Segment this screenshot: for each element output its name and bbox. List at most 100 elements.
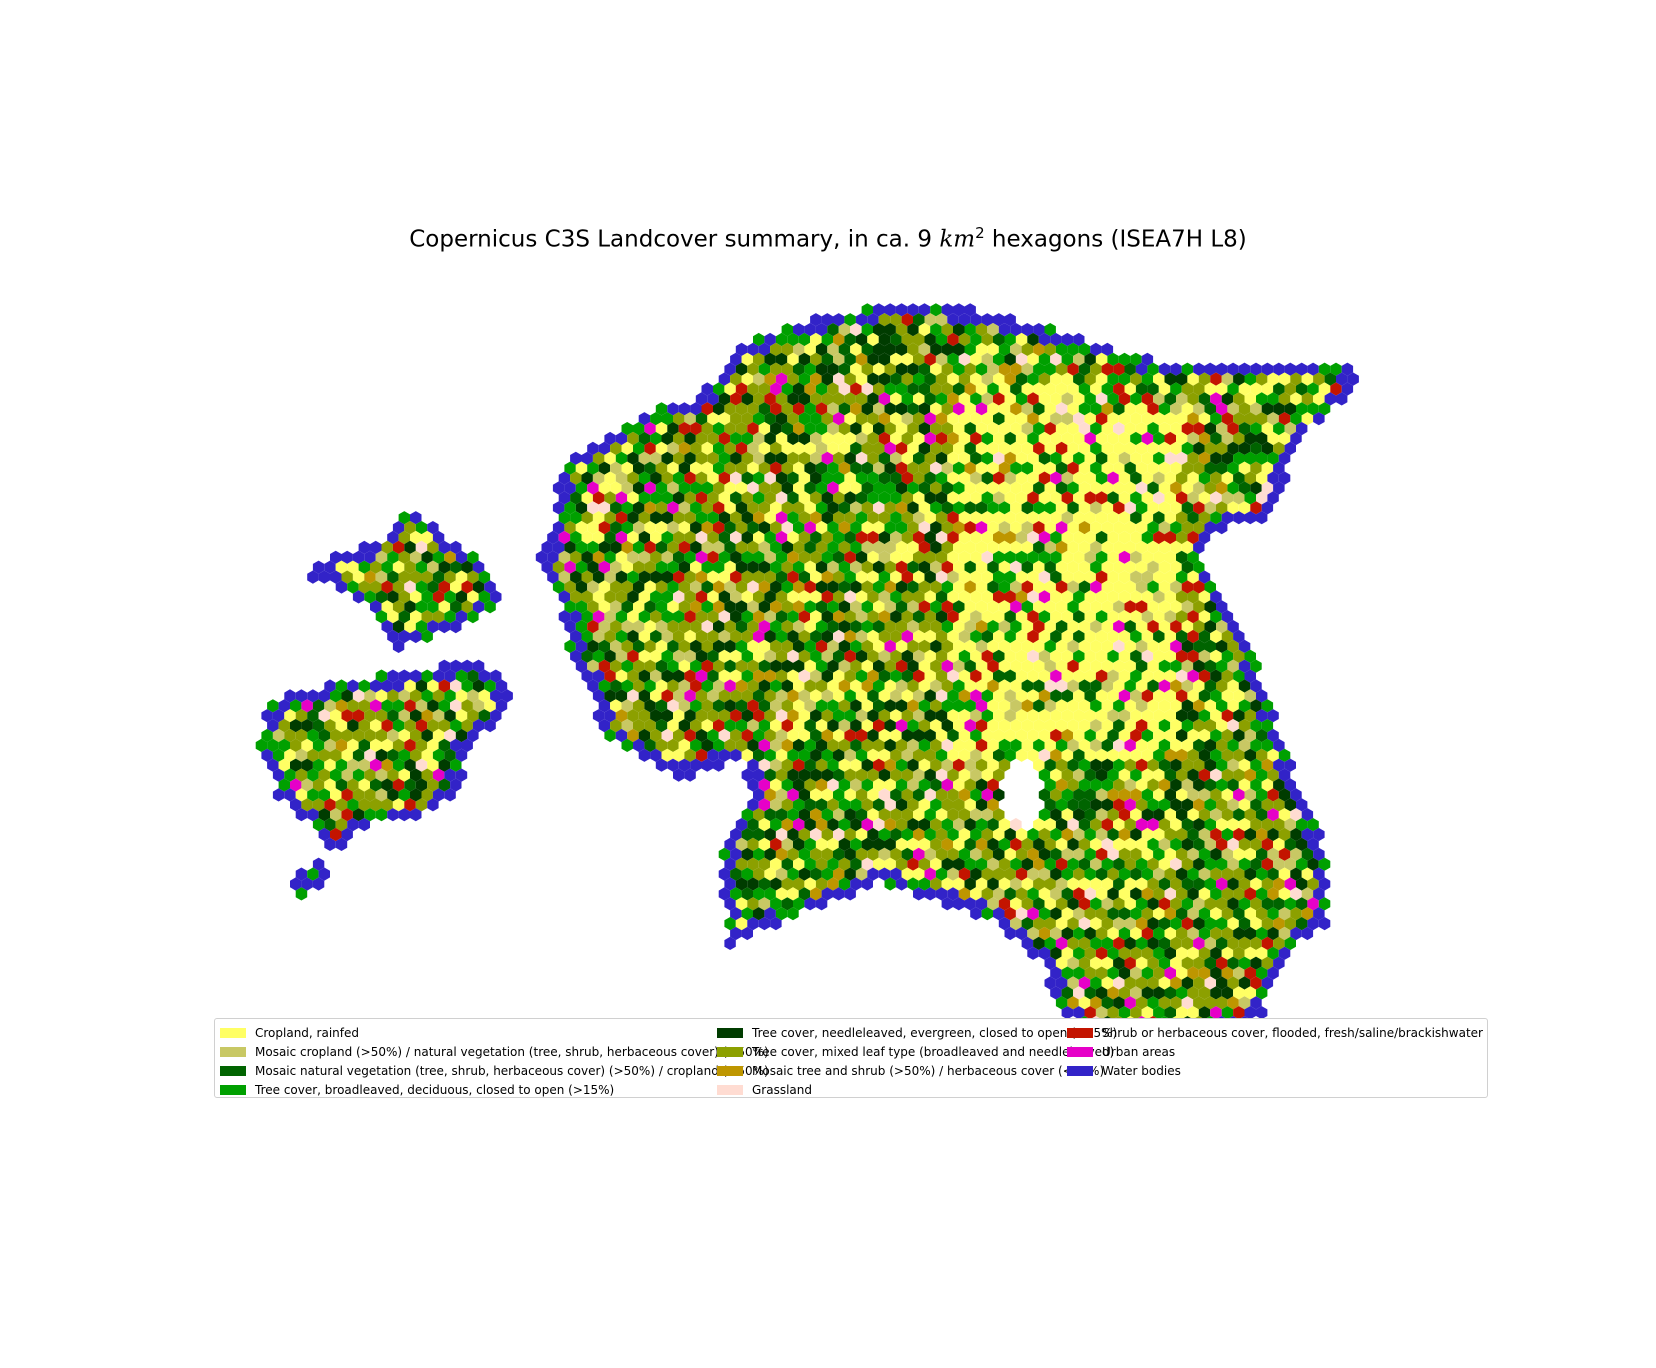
hexagon-cell <box>1113 818 1125 832</box>
hexagon-cell <box>1107 451 1119 465</box>
hexagon-cell <box>1221 669 1234 683</box>
hexagon-cell <box>1038 610 1051 624</box>
hexagon-cell <box>730 352 742 366</box>
hexagon-cell <box>1095 926 1108 941</box>
hexagon-cell <box>770 600 782 614</box>
hexagon-cell <box>1095 946 1108 960</box>
hexagon-cell <box>398 788 410 802</box>
hexagon-cell <box>1141 590 1154 604</box>
hexagon-cell <box>352 550 365 564</box>
hexagon-cell <box>884 877 896 891</box>
hexagon-cell <box>1135 540 1148 554</box>
hexagon-cell <box>861 441 873 455</box>
hexagon-cell <box>970 451 982 465</box>
hexagon-cell <box>850 738 862 752</box>
hexagon-cell <box>787 511 799 525</box>
hexagon-cell <box>901 610 913 624</box>
hexagon-cell <box>575 540 588 554</box>
hexagon-cell <box>913 352 925 366</box>
hexagon-cell <box>884 580 896 594</box>
hexagon-cell <box>1198 887 1211 901</box>
hexagon-cell <box>1033 342 1045 356</box>
hexagon-cell <box>833 689 845 703</box>
hexagon-cell <box>890 590 902 604</box>
hexagon-cell <box>1221 926 1234 941</box>
hexagon-cell <box>1101 857 1114 871</box>
hexagon-cell <box>1233 827 1245 842</box>
hexagon-cell <box>998 362 1011 376</box>
hexagon-cell <box>758 798 771 812</box>
hexagon-cell <box>970 610 982 624</box>
hexagon-cell <box>604 431 616 446</box>
hexagon-cell <box>1193 441 1205 455</box>
hexagon-cell <box>1256 768 1268 782</box>
hexagon-cell <box>855 748 868 762</box>
hexagon-cell <box>941 560 953 574</box>
hexagon-cell <box>1238 857 1251 871</box>
hexagon-cell <box>1061 709 1074 723</box>
hexagon-cell <box>890 550 902 564</box>
hexagon-cell <box>838 540 851 554</box>
hexagon-cell <box>1067 798 1079 812</box>
hexagon-cell <box>438 659 451 673</box>
hexagon-cell <box>935 431 948 446</box>
hexagon-cell <box>844 392 856 406</box>
hexagon-cell <box>747 798 759 812</box>
hexagon-cell <box>735 481 748 495</box>
hexagon-cell <box>564 639 576 653</box>
hexagon-cell <box>592 709 605 723</box>
hexagon-cell <box>421 709 433 723</box>
hexagon-cell <box>1067 362 1079 376</box>
hexagon-cell <box>398 610 410 624</box>
hexagon-cell <box>1267 451 1279 465</box>
hexagon-cell <box>1027 649 1039 663</box>
hexagon-cell <box>415 580 428 594</box>
hexagon-cell <box>718 550 731 564</box>
hexagon-cell <box>1193 639 1205 653</box>
hexagon-cell <box>890 867 902 881</box>
hexagon-cell <box>873 719 885 733</box>
hexagon-cell <box>1033 382 1045 396</box>
hexagon-cell <box>735 521 748 535</box>
hexagon-cell <box>581 590 593 604</box>
hexagon-cell <box>873 501 885 515</box>
hexagon-cell <box>798 352 811 366</box>
hexagon-cell <box>1153 689 1165 703</box>
hexagon-cell <box>1044 679 1056 693</box>
hexagon-cell <box>1221 649 1234 663</box>
hexagon-cell <box>421 610 433 624</box>
hexagon-cell <box>747 917 759 931</box>
hexagon-cell <box>753 372 765 386</box>
hexagon-cell <box>1061 689 1074 703</box>
hexagon-cell <box>1296 917 1308 931</box>
hexagon-cell <box>1033 758 1045 772</box>
hexagon-cell <box>444 590 456 604</box>
hexagon-cell <box>1198 511 1211 525</box>
hexagon-cell <box>947 352 959 366</box>
hexagon-cell <box>970 530 982 545</box>
hexagon-cell <box>1073 728 1085 743</box>
hexagon-cell <box>1216 956 1228 970</box>
hexagon-cell <box>1221 728 1234 743</box>
hexagon-cell <box>918 342 931 356</box>
hexagon-cell <box>1084 748 1096 762</box>
hexagon-cell <box>1010 699 1022 713</box>
legend-swatch <box>717 1084 743 1095</box>
hexagon-cell <box>1164 867 1176 881</box>
hexagon-cell <box>701 580 713 594</box>
hexagon-cell <box>1210 887 1222 901</box>
hexagon-cell <box>467 689 479 703</box>
hexagon-cell <box>987 323 999 337</box>
hexagon-cell <box>1193 719 1205 733</box>
hexagon-cell <box>1153 372 1165 386</box>
hexagon-cell <box>735 461 748 475</box>
hexagon-cell <box>341 748 353 762</box>
hexagon-cell <box>798 808 811 822</box>
hexagon-cell <box>1278 768 1291 782</box>
hexagon-cell <box>741 926 753 941</box>
hexagon-cell <box>673 431 685 446</box>
hexagon-cell <box>947 808 959 822</box>
hexagon-cell <box>1021 540 1034 554</box>
hexagon-cell <box>935 550 948 564</box>
hexagon-cell <box>392 758 405 772</box>
